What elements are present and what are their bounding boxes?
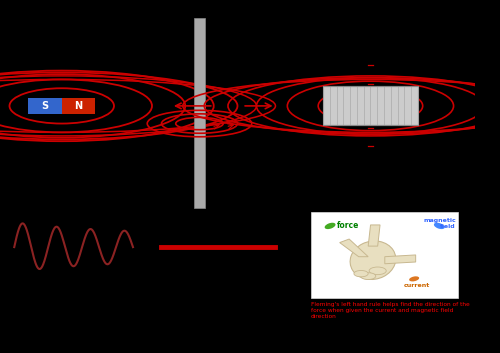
Text: current: current	[404, 283, 430, 288]
Ellipse shape	[324, 223, 336, 229]
Bar	[62, 98, 95, 114]
Ellipse shape	[360, 273, 376, 280]
Text: magnetic
field: magnetic field	[423, 218, 456, 229]
Bar	[323, 86, 418, 125]
Ellipse shape	[409, 276, 419, 281]
Ellipse shape	[354, 270, 368, 277]
Ellipse shape	[434, 223, 445, 229]
Polygon shape	[340, 239, 368, 257]
Bar	[28, 98, 62, 114]
Text: S: S	[42, 101, 48, 111]
Polygon shape	[385, 255, 416, 264]
Text: force: force	[337, 221, 359, 229]
Text: Fleming's left hand rule helps find the direction of the
force when given the cu: Fleming's left hand rule helps find the …	[311, 302, 470, 319]
Ellipse shape	[350, 241, 396, 280]
Text: N: N	[74, 101, 82, 111]
Ellipse shape	[369, 267, 386, 275]
Bar	[194, 18, 205, 208]
Polygon shape	[368, 225, 380, 246]
Bar	[311, 212, 458, 298]
